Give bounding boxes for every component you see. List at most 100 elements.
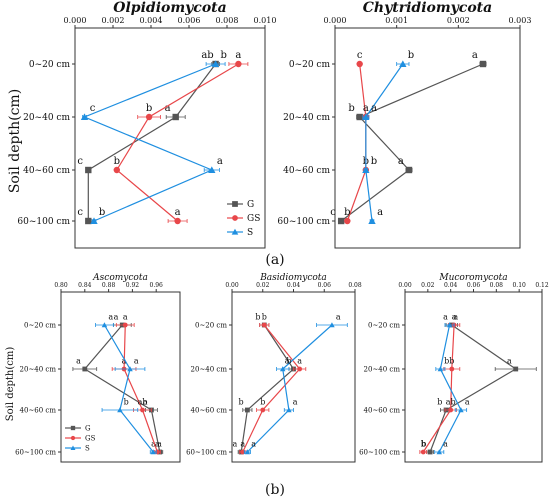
data-point-s	[286, 407, 292, 413]
data-point-s	[279, 366, 286, 372]
data-point-gs	[260, 407, 266, 413]
panel-label-b: (b)	[265, 482, 285, 498]
series-line-gs	[116, 63, 239, 222]
x-tick-label: 0.10	[512, 282, 526, 289]
x-tick-label: 0.06	[318, 282, 332, 289]
significance-letter: a	[452, 313, 457, 322]
data-point-gs	[113, 166, 121, 174]
significance-letter: a	[123, 313, 128, 322]
significance-letter: a	[165, 103, 171, 114]
series-line-gs	[346, 63, 367, 222]
significance-letter: a	[143, 398, 148, 407]
chart-title: Basidiomycota	[259, 273, 327, 283]
x-tick-label: 0.84	[78, 282, 92, 289]
chart-title: Ascomycota	[92, 273, 148, 283]
legend-label-gs: GS	[85, 434, 96, 442]
significance-letter: ab	[201, 50, 213, 61]
data-point-gs	[420, 449, 426, 455]
significance-letter: ab	[138, 398, 148, 407]
y-tick-label: 20~40 cm	[283, 113, 330, 123]
significance-letter: ab	[446, 398, 456, 407]
significance-letter: a	[443, 440, 448, 449]
chytridiomycota-chart: Chytridiomycota 0.000 0.001 0.002 0.003 0~20 …	[277, 0, 532, 249]
data-point-s	[90, 217, 98, 224]
chart-title: Mucoromycota	[438, 273, 507, 283]
y-tick-label: 40~60 cm	[191, 406, 228, 414]
legend-label-g: G	[85, 424, 91, 432]
x-tick-label: 0.80	[54, 282, 68, 289]
legend-marker-s	[70, 445, 76, 450]
y-tick-label: 60~100 cm	[15, 448, 56, 456]
significance-letter: b	[421, 440, 426, 449]
series-line-g	[83, 324, 161, 453]
y-tick-label: 0~20 cm	[289, 60, 331, 70]
x-tick-label: 0.96	[150, 282, 164, 289]
series-line-g	[429, 324, 517, 453]
x-tick-label: 0.92	[126, 282, 140, 289]
significance-letter: c	[77, 156, 83, 167]
significance-letter: a	[235, 50, 241, 61]
plot-frame	[74, 27, 266, 249]
legend-marker-g	[232, 201, 238, 207]
significance-letter: a	[76, 357, 81, 366]
series-line-g	[340, 63, 484, 222]
significance-letter: b	[444, 357, 449, 366]
data-point-s	[362, 166, 370, 173]
x-tick-label: 0.002	[102, 16, 125, 25]
data-point-gs	[449, 366, 455, 372]
x-tick-label: 0.004	[140, 16, 163, 25]
data-point-s	[329, 322, 335, 328]
significance-letter: a	[122, 357, 127, 366]
significance-letter: a	[293, 398, 298, 407]
data-point-s	[458, 407, 464, 413]
series-line-s	[103, 324, 154, 453]
x-tick-label: 0.02	[256, 282, 270, 289]
significance-letter: a	[134, 357, 139, 366]
significance-letter: b	[124, 398, 129, 407]
data-point-g	[85, 217, 92, 225]
data-point-s	[362, 113, 370, 120]
significance-letter: a	[472, 50, 478, 61]
significance-letter: b	[449, 357, 454, 366]
data-point-s	[244, 449, 251, 455]
data-point-gs	[122, 322, 128, 328]
y-tick-label: 20~40 cm	[364, 365, 401, 373]
x-tick-label: 0.04	[444, 282, 458, 289]
x-tick-label: 0.003	[509, 16, 532, 25]
data-point-s	[399, 60, 407, 67]
y-tick-label: 40~60 cm	[364, 406, 401, 414]
legend-marker-gs	[70, 435, 76, 441]
legend-marker-g	[70, 425, 76, 431]
x-tick-label: 0.000	[324, 16, 347, 25]
data-point-g	[244, 407, 250, 413]
significance-letter: a	[108, 313, 113, 322]
significance-letter: b	[344, 207, 350, 218]
significance-letter: a	[155, 440, 160, 449]
y-tick-label: 20~40 cm	[23, 113, 70, 123]
significance-letter: c	[330, 207, 336, 218]
data-point-gs	[297, 366, 303, 372]
x-tick-label: 0.008	[216, 16, 239, 25]
series-line-g	[87, 63, 217, 221]
y-tick-label: 60~100 cm	[17, 217, 70, 227]
x-tick-label: 0.02	[421, 282, 435, 289]
x-tick-label: 0.06	[467, 282, 481, 289]
significance-letter: c	[357, 50, 363, 61]
y-tick-label: 60~100 cm	[359, 448, 400, 456]
significance-letter: a	[507, 357, 512, 366]
y-tick-label: 60~100 cm	[277, 217, 330, 227]
significance-letter: b	[255, 313, 260, 322]
significance-letter: a	[175, 207, 181, 218]
data-point-gs	[261, 322, 267, 328]
data-point-g	[513, 366, 519, 372]
significance-letter: c	[90, 103, 96, 114]
plot-frame	[404, 291, 543, 463]
y-axis-title-b: Soil depth(cm)	[5, 347, 16, 422]
significance-letter: a	[240, 440, 245, 449]
data-point-s	[127, 366, 133, 372]
x-tick-label: 0.00	[398, 282, 412, 289]
legend-marker-s	[231, 228, 239, 235]
y-tick-label: 20~40 cm	[20, 365, 57, 373]
chart-title: Chytridiomycota	[363, 0, 492, 16]
